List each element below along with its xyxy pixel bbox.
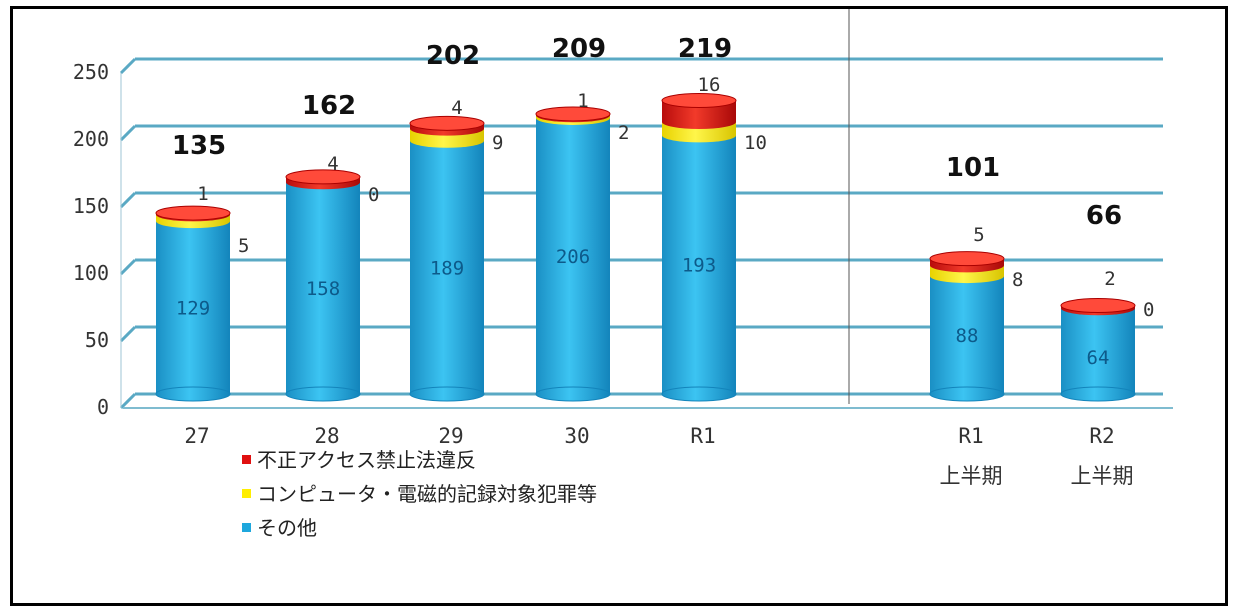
data-label-unauthorized-access: 2	[1104, 268, 1115, 290]
bar-segment-other	[930, 276, 1004, 401]
x-category-label: 上半期	[1071, 464, 1134, 488]
bar-base	[155, 386, 231, 402]
total-label: 101	[946, 153, 1000, 183]
data-label-other: 193	[682, 255, 716, 277]
data-label-unauthorized-access: 1	[577, 90, 588, 112]
total-label: 66	[1086, 201, 1122, 231]
x-category-label: R1	[690, 424, 715, 448]
x-category-label: R2	[1089, 424, 1114, 448]
bar-top-cap	[929, 251, 1005, 267]
bar-top-cap	[409, 115, 485, 131]
bar-segment-other	[286, 182, 360, 401]
y-tick-label: 250	[73, 60, 109, 84]
x-category-label: 上半期	[940, 464, 1003, 488]
bar-top-cap	[535, 106, 611, 122]
bar-top-cap	[285, 169, 361, 185]
bar-top-cap	[155, 205, 231, 221]
bar-segment-other	[1061, 308, 1135, 401]
bar-top-cap	[1060, 298, 1136, 314]
data-label-other: 206	[556, 246, 590, 268]
data-label-other: 129	[176, 298, 210, 320]
total-label: 162	[302, 91, 356, 121]
chart-frame: 0 50 100 150 200 250 129 5 1 135 27 158 0 4 162 28 189 9…	[10, 6, 1228, 606]
data-label-unauthorized-access: 4	[451, 97, 462, 119]
total-label: 219	[678, 34, 732, 64]
y-tick-label: 100	[73, 261, 109, 285]
x-category-label: 28	[314, 424, 339, 448]
y-tick-label: 50	[85, 328, 109, 352]
data-label-computer-crime: 0	[368, 184, 379, 206]
data-label-computer-crime: 9	[492, 132, 503, 154]
data-label-unauthorized-access: 1	[197, 183, 208, 205]
gridline-depth-0	[119, 392, 137, 410]
bar-base	[661, 386, 737, 402]
bar-base	[929, 386, 1005, 402]
gridline-depth-200	[119, 124, 137, 142]
y-tick-label: 0	[97, 395, 109, 419]
legend-swatch	[242, 455, 251, 464]
data-label-other: 88	[956, 325, 979, 347]
data-label-computer-crime: 8	[1012, 269, 1023, 291]
data-label-other: 189	[430, 257, 464, 279]
legend-label: コンピュータ・電磁的記録対象犯罪等	[257, 482, 597, 506]
legend-swatch	[242, 523, 251, 532]
y-tick-label: 200	[73, 127, 109, 151]
data-label-other: 64	[1087, 347, 1110, 369]
data-label-unauthorized-access: 4	[327, 153, 338, 175]
bar-base	[285, 386, 361, 402]
data-label-unauthorized-access: 16	[698, 74, 721, 96]
total-label: 209	[552, 34, 606, 64]
data-label-computer-crime: 2	[618, 122, 629, 144]
bar-segment-other	[536, 117, 610, 402]
gridline-depth-150	[119, 191, 137, 209]
bar-segment-other	[156, 221, 230, 401]
bar-segment-unauthorized-access	[662, 100, 736, 129]
total-label: 135	[172, 131, 226, 161]
x-category-label: 27	[184, 424, 209, 448]
y-tick-label: 150	[73, 194, 109, 218]
x-category-label: 29	[438, 424, 463, 448]
gridline-depth-100	[119, 258, 137, 276]
data-label-computer-crime: 5	[238, 235, 249, 257]
data-label-computer-crime: 0	[1143, 299, 1154, 321]
data-label-computer-crime: 10	[744, 132, 767, 154]
gridline-depth-50	[119, 325, 137, 343]
bar-segment-other	[410, 140, 484, 402]
x-category-label: 30	[564, 424, 589, 448]
bar-base	[535, 386, 611, 402]
bar-base	[409, 386, 485, 402]
data-label-other: 158	[306, 278, 340, 300]
x-category-label: R1	[958, 424, 983, 448]
bar-base	[1060, 386, 1136, 402]
legend-label: その他	[257, 516, 317, 540]
bar-segment-other	[662, 135, 736, 401]
total-label: 202	[426, 41, 480, 71]
legend-label: 不正アクセス禁止法違反	[257, 448, 476, 472]
gridline-depth-250	[119, 57, 137, 75]
bar-top-cap	[661, 93, 737, 109]
legend-swatch	[242, 489, 251, 498]
data-label-unauthorized-access: 5	[973, 224, 984, 246]
